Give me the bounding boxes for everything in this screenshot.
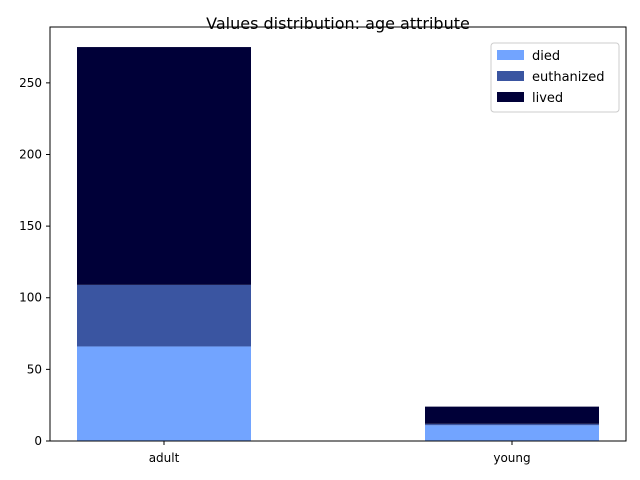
bar-lived-young bbox=[425, 406, 599, 424]
x-tick-label: young bbox=[493, 451, 530, 465]
y-tick-label: 0 bbox=[34, 434, 42, 448]
legend-label-died: died bbox=[532, 49, 560, 64]
legend-swatch-euthanized bbox=[497, 71, 524, 81]
y-tick-label: 200 bbox=[19, 147, 42, 161]
y-tick-label: 50 bbox=[27, 362, 42, 376]
legend-swatch-died bbox=[497, 50, 524, 60]
legend-label-euthanized: euthanized bbox=[532, 70, 604, 85]
y-tick-label: 150 bbox=[19, 219, 42, 233]
bar-died-adult bbox=[77, 346, 251, 441]
bar-died-young bbox=[425, 425, 599, 441]
bar-lived-adult bbox=[77, 47, 251, 285]
bar-euthanized-adult bbox=[77, 284, 251, 347]
y-axis: 0 50 100 150 200 250 bbox=[19, 76, 50, 448]
chart-title: Values distribution: age attribute bbox=[206, 14, 470, 33]
legend-swatch-lived bbox=[497, 92, 524, 102]
bars-group bbox=[77, 47, 599, 441]
y-tick-label: 100 bbox=[19, 291, 42, 305]
legend-label-lived: lived bbox=[532, 91, 563, 106]
y-tick-label: 250 bbox=[19, 76, 42, 90]
legend: died euthanized lived bbox=[490, 42, 620, 113]
plot-frame bbox=[49, 26, 627, 442]
x-axis: adult young bbox=[149, 441, 531, 465]
bar-euthanized-young bbox=[425, 423, 599, 426]
x-tick-label: adult bbox=[149, 451, 180, 465]
